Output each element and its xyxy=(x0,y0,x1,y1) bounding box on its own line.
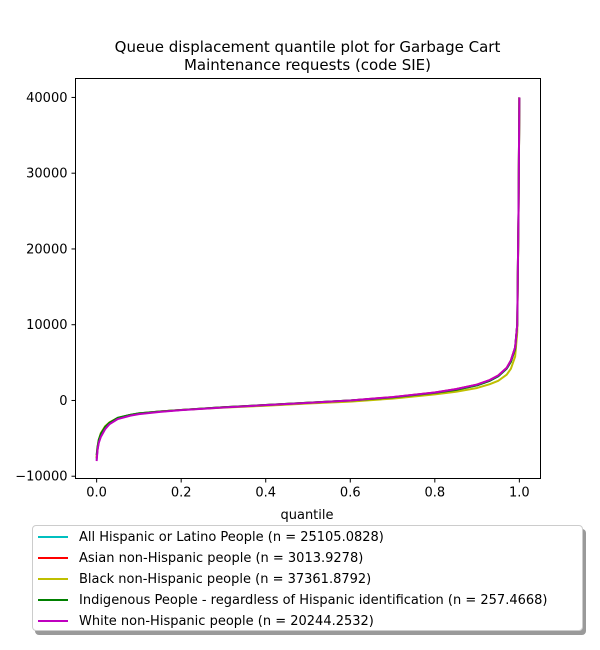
x-tick-label: 0.6 xyxy=(340,486,361,501)
x-tick-label: 0.2 xyxy=(171,486,192,501)
legend-swatch xyxy=(38,536,68,538)
series-line-0 xyxy=(95,97,521,460)
legend-item-indigenous: Indigenous People - regardless of Hispan… xyxy=(33,590,548,610)
y-tick-label: 20000 xyxy=(26,242,67,257)
legend-label: Indigenous People - regardless of Hispan… xyxy=(79,592,548,608)
y-tick-label: 0 xyxy=(59,394,67,409)
plot-frame xyxy=(75,78,541,479)
series-line-4 xyxy=(95,97,521,462)
x-axis: 0.0 0.2 0.4 0.6 0.8 1.0 xyxy=(86,478,530,501)
y-axis: −10000 0 10000 20000 30000 40000 xyxy=(15,91,76,485)
legend-item-asian: Asian non-Hispanic people (n = 3013.9278… xyxy=(33,548,363,568)
legend-label: Black non-Hispanic people (n = 37361.879… xyxy=(79,571,372,587)
x-tick-label: 0.0 xyxy=(86,486,107,501)
legend-swatch xyxy=(38,557,68,559)
y-tick-label: 30000 xyxy=(26,167,67,182)
plot-lines xyxy=(95,97,521,462)
y-tick-label: 10000 xyxy=(26,318,67,333)
y-tick-label: −10000 xyxy=(15,470,67,485)
legend-swatch xyxy=(38,620,68,622)
x-axis-label: quantile xyxy=(280,508,333,523)
legend-item-white: White non-Hispanic people (n = 20244.253… xyxy=(33,611,374,631)
chart-title-line-1: Queue displacement quantile plot for Gar… xyxy=(114,38,501,56)
y-tick-label: 40000 xyxy=(26,91,67,106)
x-tick-label: 0.8 xyxy=(424,486,445,501)
x-tick-label: 0.4 xyxy=(255,486,276,501)
legend-item-black: Black non-Hispanic people (n = 37361.879… xyxy=(33,569,371,589)
legend-label: Asian non-Hispanic people (n = 3013.9278… xyxy=(79,550,364,566)
x-tick-label: 1.0 xyxy=(509,486,530,501)
chart-title-line-2: Maintenance requests (code SIE) xyxy=(183,56,432,74)
legend-swatch xyxy=(38,578,68,580)
legend-item-hispanic: All Hispanic or Latino People (n = 25105… xyxy=(33,527,384,547)
series-line-3 xyxy=(95,97,521,456)
legend-swatch xyxy=(38,599,68,601)
legend-label: All Hispanic or Latino People (n = 25105… xyxy=(79,529,384,545)
legend: All Hispanic or Latino People (n = 25105… xyxy=(32,525,583,631)
legend-label: White non-Hispanic people (n = 20244.253… xyxy=(79,613,374,629)
